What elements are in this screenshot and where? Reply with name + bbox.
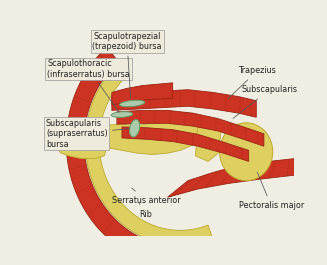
Polygon shape [112,83,173,105]
Text: Subscapularis: Subscapularis [233,86,297,118]
Text: Rib: Rib [139,202,153,219]
Ellipse shape [129,120,140,137]
Polygon shape [66,47,219,265]
Text: Subscapularis
(supraserratus)
bursa: Subscapularis (supraserratus) bursa [46,119,129,149]
Polygon shape [59,136,107,159]
Text: Trapezius: Trapezius [228,66,276,99]
Polygon shape [112,90,256,117]
Ellipse shape [119,100,145,107]
Polygon shape [71,117,206,154]
Text: Scapulotrapezial
(trapezoid) bursa: Scapulotrapezial (trapezoid) bursa [92,32,162,99]
Polygon shape [168,159,294,197]
Ellipse shape [111,112,133,117]
Polygon shape [122,127,249,161]
Polygon shape [196,117,221,161]
Circle shape [219,123,273,181]
Text: Serratus anterior: Serratus anterior [112,188,181,205]
Polygon shape [117,111,264,146]
Text: Scapulothoracic
(infraserratus) bursa: Scapulothoracic (infraserratus) bursa [47,59,130,112]
Text: Pectoralis major: Pectoralis major [239,172,304,210]
Polygon shape [85,63,213,245]
